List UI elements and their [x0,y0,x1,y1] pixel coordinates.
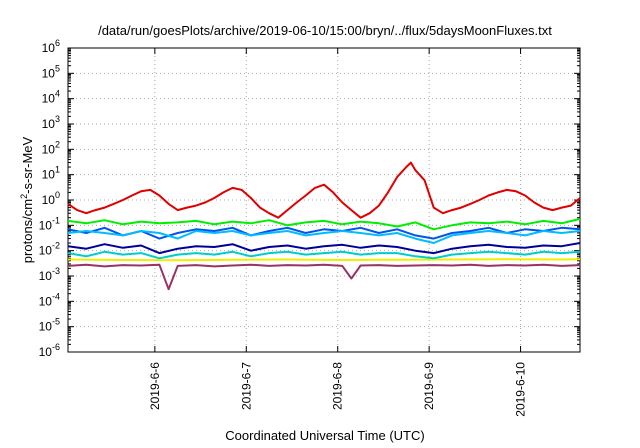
y-tick-label: 105 [42,63,60,80]
y-axis-label: protons/cm2-s-sr-MeV [19,136,35,263]
y-tick-label: 101 [42,165,60,182]
plot-area [67,161,581,291]
y-tick-exponent: 2 [55,139,60,149]
series-line [67,242,581,255]
y-axis: 10-610-510-410-310-210-11001011021031041… [39,38,580,359]
y-tick-label: 100 [42,190,60,207]
y-tick-base: 10 [39,345,53,359]
y-tick-base: 10 [42,41,56,55]
x-axis: 2019-6-6 2019-6-7 2019-6-8 2019-6-9 2019-6-1… [148,48,528,417]
y-axis-label-rest: -s-sr-MeV [20,136,35,193]
y-tick-base: 10 [42,142,56,156]
y-tick-label: 10-5 [39,317,60,334]
y-tick-base: 10 [42,92,56,106]
y-tick-base: 10 [39,294,53,308]
y-tick-label: 104 [42,89,60,106]
series-line [67,258,581,262]
series-line [67,263,581,291]
y-tick-base: 10 [39,218,53,232]
y-tick-label: 103 [42,114,60,131]
y-tick-exponent: 0 [55,190,60,200]
y-tick-base: 10 [39,269,53,283]
y-tick-label: 106 [42,38,60,55]
series-line [67,161,581,219]
y-tick-exponent: 4 [55,89,60,99]
y-tick-exponent: 6 [55,38,60,48]
y-tick-label: 10-4 [39,291,60,308]
y-tick-base: 10 [42,168,56,182]
y-tick-exponent: -3 [52,266,60,276]
y-tick-exponent: -2 [52,241,60,251]
y-tick-base: 10 [42,66,56,80]
y-tick-label: 102 [42,139,60,156]
y-tick-label: 10-3 [39,266,60,283]
y-tick-base: 10 [42,117,56,131]
series-line [67,217,581,231]
y-tick-label: 10-1 [39,215,60,232]
y-tick-exponent: 5 [55,63,60,73]
y-tick-exponent: -6 [52,342,60,352]
y-tick-exponent: 1 [55,165,60,175]
x-tick-label: 2019-6-8 [331,362,345,410]
series-line [67,230,581,244]
series-line [67,226,581,240]
y-tick-exponent: -5 [52,317,60,327]
y-tick-exponent: -4 [52,291,60,301]
x-tick-label: 2019-6-9 [422,362,436,410]
chart-title: /data/run/goesPlots/archive/2019-06-10/1… [98,23,552,38]
y-axis-label-base: protons/cm [20,199,35,263]
grid [68,48,580,352]
x-tick-label: 2019-6-6 [148,362,162,410]
y-axis-label-sup: 2 [19,194,29,199]
y-tick-label: 10-2 [39,241,60,258]
y-tick-exponent: 3 [55,114,60,124]
y-tick-base: 10 [42,193,56,207]
series-line [67,250,581,260]
x-tick-label: 2019-6-7 [239,362,253,410]
y-tick-label: 10-6 [39,342,60,359]
x-axis-label: Coordinated Universal Time (UTC) [225,428,424,443]
y-tick-exponent: -1 [52,215,60,225]
y-tick-base: 10 [39,320,53,334]
y-tick-base: 10 [39,244,53,258]
x-tick-label: 2019-6-10 [514,362,528,417]
